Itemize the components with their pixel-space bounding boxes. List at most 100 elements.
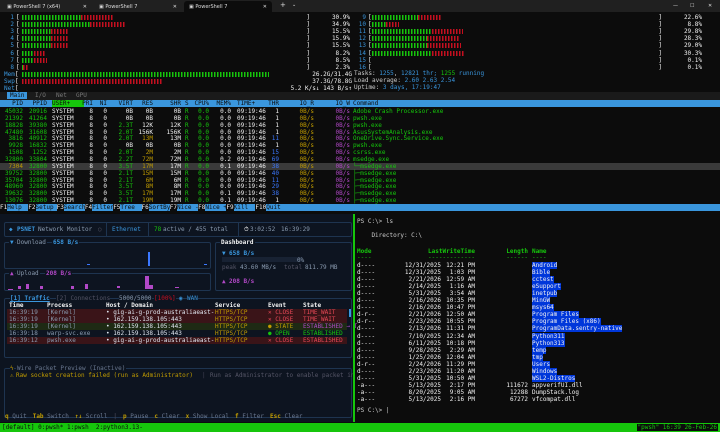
tab-traffic[interactable]: [1] Traffic bbox=[10, 295, 50, 302]
ls-date: 5/31/2025 bbox=[408, 374, 441, 382]
column-header-thr[interactable]: THR bbox=[268, 100, 279, 107]
process-row[interactable]: 45032 20916 SYSTEM 8 0 0B 0B 0B R 0.0 0.0 09:19:46 1… bbox=[0, 108, 720, 115]
ls-name[interactable]: tmp bbox=[532, 353, 543, 361]
traffic-row[interactable]: 16:39:18 warp-svc.exe • 162.159.138.105:44… bbox=[7, 330, 347, 337]
fkey-kill[interactable]: F9Kill bbox=[226, 204, 248, 211]
ls-name[interactable]: cctest bbox=[532, 276, 554, 284]
process-row[interactable]: 1508 1252 SYSTEM 8 0 2.0T 2M 2M R 0.0 0.0 09:19:46 1… bbox=[0, 149, 720, 156]
process-row[interactable]: 18828 39380 SYSTEM 8 0 2.3T 12K 12K R 0.0 0.0 09:19… bbox=[0, 122, 720, 129]
ls-name[interactable]: Program Files (x86) bbox=[532, 318, 601, 326]
process-row[interactable]: 13076 32800 SYSTEM 8 0 2.1T 19M 19M R 0.0 0.1 09:19… bbox=[0, 197, 720, 204]
minimize-button[interactable]: — bbox=[673, 3, 678, 9]
fkey-sortby[interactable]: F6SortBy bbox=[141, 204, 170, 211]
process-row[interactable]: 9928 16832 SYSTEM 8 0 0B 0B 0B R 0.0 0.0 09:19:46 1 0… bbox=[0, 142, 720, 149]
tab-powershell-2[interactable]: ▣ PowerShell 7 ✕ bbox=[99, 4, 177, 10]
ls-name[interactable]: Python313 bbox=[532, 339, 565, 347]
ls-name[interactable]: ProgramData.sentry-native bbox=[532, 325, 623, 333]
fkey-help[interactable]: F1Help bbox=[0, 204, 22, 211]
column-header-command[interactable]: Command bbox=[353, 100, 379, 107]
column-header-shr[interactable]: SHR bbox=[170, 100, 181, 107]
ls-name[interactable]: Android bbox=[532, 262, 558, 269]
process-row[interactable]: 39632 32800 SYSTEM 8 0 3.5T 17M 17M R 0.0 0.1 09:19… bbox=[0, 190, 720, 197]
close-window-button[interactable]: ✕ bbox=[708, 3, 713, 9]
column-header-pri[interactable]: PRI bbox=[82, 100, 93, 107]
key-hint[interactable]: | bbox=[113, 413, 117, 420]
key-hint[interactable]: Esc Clear bbox=[270, 413, 303, 420]
close-tab-icon[interactable]: ✕ bbox=[82, 4, 87, 10]
key-hint[interactable]: ↑↓ Scroll bbox=[75, 413, 108, 420]
ls-name[interactable]: DumpStack.log bbox=[532, 388, 579, 396]
key-hint[interactable]: c Clear bbox=[154, 413, 179, 420]
tmux-window-list[interactable]: [default] 0:pwsh* 1:pwsh 2:python3.13- bbox=[2, 424, 143, 431]
fkey-nice[interactable]: F7Nice - bbox=[169, 204, 199, 211]
ls-name[interactable]: WSL2-Distros bbox=[532, 374, 576, 382]
fkey-tree[interactable]: F5Tree bbox=[113, 204, 135, 211]
pane-divider[interactable] bbox=[353, 214, 355, 422]
ls-name[interactable]: Users bbox=[532, 360, 551, 368]
fkey-nice[interactable]: F8Nice + bbox=[198, 204, 227, 211]
tab-net[interactable]: Net bbox=[56, 92, 67, 99]
ls-name[interactable]: temp bbox=[532, 346, 547, 354]
traffic-row[interactable]: 16:39:19 [Kernel] • 162.159.138.105:443 HTT… bbox=[7, 323, 357, 330]
process-row[interactable]: 39752 32800 SYSTEM 8 0 2.1T 15M 15M R 0.0 0.0 09:19… bbox=[0, 170, 720, 177]
new-tab-button[interactable]: + bbox=[280, 1, 286, 9]
key-hint[interactable]: q Quit bbox=[5, 413, 27, 420]
cpu-user-fill bbox=[22, 57, 35, 63]
column-header-virt[interactable]: VIRT bbox=[118, 100, 133, 107]
ls-name[interactable]: vfcompat.dll bbox=[532, 395, 576, 403]
fkey-key: F5 bbox=[113, 204, 121, 211]
prompt[interactable]: PS C:\> | bbox=[357, 407, 390, 414]
column-header-ni[interactable]: NI bbox=[99, 100, 107, 107]
traffic-row[interactable]: 16:39:12 pwsh.exe • gig-ai-g-prod-australi… bbox=[7, 337, 347, 344]
process-row[interactable]: 48960 32800 SYSTEM 8 0 3.5T 8M 8M R 0.0 0.0 09:19:4… bbox=[0, 183, 720, 190]
process-row[interactable]: 3816 40912 SYSTEM 8 0 2.0T 13M 13M R 0.0 0.0 09:19:… bbox=[0, 135, 720, 142]
column-header-s[interactable]: S bbox=[185, 100, 189, 107]
column-header-io_r[interactable]: IO_R bbox=[299, 100, 314, 107]
fkey-setup[interactable]: F2Setup bbox=[28, 204, 54, 211]
column-header-user[interactable]: USER+ bbox=[52, 100, 84, 107]
key-hint[interactable]: Tab Switch bbox=[33, 413, 69, 420]
tab-gpu[interactable]: GPU bbox=[76, 92, 87, 99]
ls-name[interactable]: Windows bbox=[532, 367, 558, 375]
column-header-io_w[interactable]: IO_W bbox=[335, 100, 350, 107]
ls-name[interactable]: Program Files bbox=[532, 311, 579, 319]
close-tab-icon[interactable]: ✕ bbox=[172, 4, 177, 10]
column-header-cpu[interactable]: CPU% bbox=[194, 100, 209, 107]
process-row[interactable]: 21392 41264 SYSTEM 8 0 0B 0B 0B R 0.0 0.0 09:19:46 1… bbox=[0, 115, 720, 122]
process-row[interactable]: 7304 32800 SYSTEM 8 0 3.5T 17M 17M R 0.0 0.1 09:19:… bbox=[0, 162, 720, 170]
traffic-row[interactable]: 16:39:19 [Kernel] • gig-ai-g-prod-australi… bbox=[7, 309, 347, 316]
column-header-pid[interactable]: PID bbox=[12, 100, 23, 107]
tab-powershell-3[interactable]: ▣ PowerShell 7 ✕ bbox=[184, 1, 272, 12]
ls-name[interactable]: Python311 bbox=[532, 332, 565, 340]
key-hint[interactable]: f Filter bbox=[235, 413, 264, 420]
process-row[interactable]: 47480 31608 SYSTEM 8 0 2.0T 156K 156K R 0.0 0.0 09:… bbox=[0, 129, 720, 136]
traffic-process: warp-svc.exe bbox=[47, 330, 90, 337]
tab-dropdown-button[interactable]: ⌄ bbox=[292, 2, 297, 8]
tab-io[interactable]: I/O bbox=[35, 92, 46, 99]
column-header-time[interactable]: TIME+ bbox=[237, 100, 256, 107]
ls-name[interactable]: Bible bbox=[532, 269, 551, 277]
ls-name[interactable]: msys64 bbox=[532, 304, 554, 312]
fkey-filter[interactable]: F4Filter bbox=[84, 204, 114, 211]
ls-name[interactable]: inetpub bbox=[532, 290, 558, 298]
maximize-button[interactable]: ☐ bbox=[690, 3, 695, 9]
traffic-row[interactable]: 16:39:19 [Kernel] • 162.159.138.105:443 HTT… bbox=[7, 316, 347, 323]
process-row[interactable]: 32800 33804 SYSTEM 8 0 2.2T 72M 72M R 0.0 0.2 09:19… bbox=[0, 156, 720, 163]
tab-powershell-x64[interactable]: ▣ PowerShell 7 (x64) ✕ bbox=[7, 4, 87, 10]
column-header-res[interactable]: RES bbox=[142, 100, 153, 107]
key-hint[interactable]: p Pause bbox=[123, 413, 148, 420]
fkey-search[interactable]: F3Search bbox=[56, 204, 86, 211]
process-row[interactable]: 35704 32800 SYSTEM 8 0 2.1T 6M 6M R 0.0 0.0 09:19:4… bbox=[0, 177, 720, 184]
ls-name[interactable]: appverifUI.dll bbox=[532, 381, 583, 389]
cpu-kernel-fill bbox=[417, 15, 442, 20]
ls-name[interactable]: eSupport bbox=[532, 283, 561, 291]
column-header-ppid[interactable]: PPID bbox=[32, 100, 47, 107]
close-tab-icon[interactable]: ✕ bbox=[262, 4, 267, 10]
tab-main[interactable]: Main bbox=[7, 92, 28, 99]
key-hint[interactable]: x Show Local bbox=[186, 413, 229, 420]
ls-name[interactable]: MinGW bbox=[532, 297, 551, 305]
tab-connections[interactable]: [2] Connections bbox=[56, 295, 111, 302]
column-header-mem[interactable]: MEM% bbox=[216, 100, 231, 107]
scrollbar-thumb[interactable] bbox=[349, 309, 351, 317]
fkey-quit[interactable]: F10Quit bbox=[255, 204, 281, 211]
